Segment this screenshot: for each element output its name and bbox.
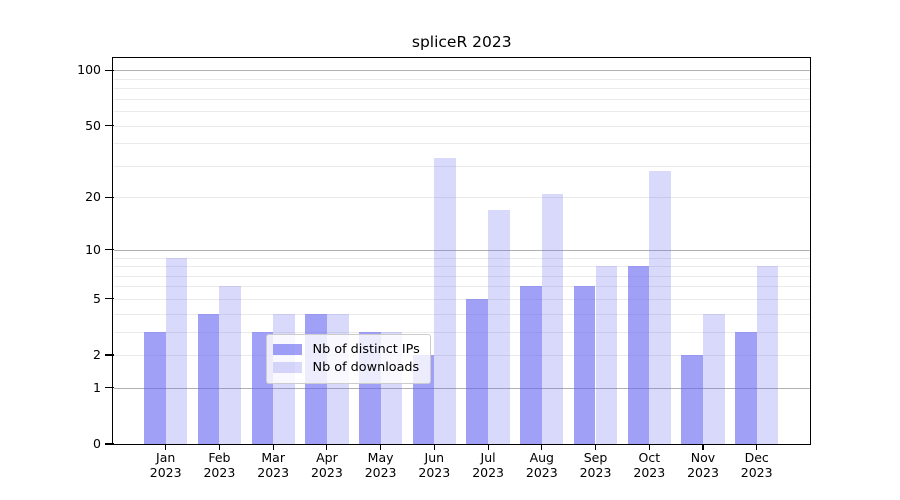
legend-label-nb-of-downloads: Nb of downloads — [312, 360, 420, 375]
gridline-minor-50 — [113, 125, 810, 127]
gridline-minor-40 — [113, 143, 810, 145]
x-tick-aug-2023 — [541, 444, 543, 450]
x-tick-jun-2023 — [433, 444, 435, 450]
bar-nb-of-distinct-ips-feb-2023 — [197, 313, 220, 444]
x-tick-may-2023 — [380, 444, 382, 450]
bar-nb-of-distinct-ips-aug-2023 — [520, 286, 542, 444]
x-tick-label-nov-2023: Nov 2023 — [687, 450, 719, 480]
x-tick-label-apr-2023: Apr 2023 — [310, 450, 343, 480]
x-tick-label-feb-2023: Feb 2023 — [203, 450, 236, 480]
gridline-minor-20 — [113, 197, 810, 199]
bar-nb-of-downloads-jan-2023 — [165, 257, 188, 444]
bar-nb-of-distinct-ips-jul-2023 — [466, 298, 489, 444]
y-tick-10 — [104, 249, 114, 251]
legend: Nb of distinct IPs Nb of downloads — [265, 333, 431, 384]
x-tick-label-jan-2023: Jan 2023 — [149, 450, 182, 480]
x-tick-oct-2023 — [648, 444, 650, 450]
x-tick-label-mar-2023: Mar 2023 — [257, 450, 290, 480]
gridline-major-1 — [113, 387, 810, 389]
legend-swatch-nb-of-distinct-ips — [272, 344, 302, 355]
bar-nb-of-distinct-ips-nov-2023 — [681, 355, 703, 444]
y-tick-0 — [104, 443, 114, 445]
bar-nb-of-downloads-jun-2023 — [434, 158, 456, 444]
x-tick-sep-2023 — [594, 444, 597, 450]
legend-label-nb-of-distinct-ips: Nb of distinct IPs — [312, 342, 420, 357]
gridline-minor-5 — [113, 298, 810, 300]
y-tick-label-50: 50 — [85, 117, 101, 133]
x-tick-jul-2023 — [487, 444, 489, 450]
x-tick-jan-2023 — [165, 444, 167, 450]
legend-item-nb-of-distinct-ips: Nb of distinct IPs — [272, 342, 420, 358]
bar-nb-of-downloads-jul-2023 — [488, 209, 510, 444]
y-tick-label-20: 20 — [85, 189, 101, 205]
x-tick-nov-2023 — [702, 444, 704, 450]
legend-item-nb-of-downloads: Nb of downloads — [272, 360, 420, 376]
bar-nb-of-downloads-oct-2023 — [649, 171, 671, 444]
y-tick-5 — [104, 298, 114, 300]
y-tick-20 — [104, 196, 114, 198]
y-tick-label-0: 0 — [93, 436, 101, 451]
bar-nb-of-distinct-ips-dec-2023 — [735, 331, 757, 444]
bar-nb-of-downloads-aug-2023 — [541, 193, 564, 444]
x-tick-label-may-2023: May 2023 — [364, 450, 397, 480]
y-tick-label-10: 10 — [85, 241, 101, 257]
gridline-minor-3 — [113, 331, 810, 333]
gridline-minor-7 — [113, 275, 810, 277]
gridline-minor-8 — [113, 266, 810, 267]
x-tick-feb-2023 — [218, 444, 220, 450]
gridline-minor-90 — [113, 78, 810, 80]
bar-nb-of-distinct-ips-oct-2023 — [627, 266, 650, 444]
x-tick-label-aug-2023: Aug 2023 — [525, 450, 558, 480]
y-tick-label-100: 100 — [77, 62, 101, 78]
bar-nb-of-downloads-nov-2023 — [703, 313, 725, 444]
x-tick-label-jul-2023: Jul 2023 — [472, 450, 504, 480]
bar-nb-of-downloads-feb-2023 — [219, 286, 242, 444]
gridline-minor-60 — [113, 111, 810, 112]
y-tick-2 — [104, 354, 114, 356]
y-tick-label-1: 1 — [93, 379, 101, 395]
chart-title: spliceR 2023 — [411, 33, 512, 51]
plot-area — [113, 59, 810, 444]
gridline-minor-80 — [113, 88, 810, 89]
y-tick-100 — [104, 69, 114, 71]
gridline-minor-2 — [113, 355, 810, 356]
gridline-minor-9 — [113, 257, 810, 259]
x-tick-mar-2023 — [272, 444, 274, 450]
gridline-minor-30 — [113, 165, 810, 167]
gridline-minor-4 — [113, 313, 810, 315]
bar-nb-of-downloads-sep-2023 — [595, 266, 618, 444]
bar-nb-of-distinct-ips-sep-2023 — [573, 286, 596, 444]
y-tick-50 — [104, 124, 114, 127]
bar-nb-of-downloads-dec-2023 — [756, 266, 779, 444]
x-tick-apr-2023 — [326, 444, 328, 450]
gridline-minor-70 — [113, 98, 810, 100]
x-tick-dec-2023 — [756, 444, 758, 450]
gridline-major-100 — [113, 70, 810, 72]
gridline-major-10 — [113, 249, 810, 251]
x-tick-label-oct-2023: Oct 2023 — [633, 450, 666, 480]
x-tick-label-sep-2023: Sep 2023 — [579, 450, 612, 480]
y-tick-label-2: 2 — [93, 347, 101, 362]
x-tick-label-dec-2023: Dec 2023 — [740, 450, 773, 480]
x-tick-label-jun-2023: Jun 2023 — [418, 450, 451, 480]
y-tick-label-5: 5 — [93, 290, 101, 306]
bar-nb-of-distinct-ips-jan-2023 — [144, 331, 166, 444]
legend-swatch-nb-of-downloads — [272, 362, 302, 373]
y-tick-1 — [104, 387, 114, 389]
gridline-minor-6 — [113, 286, 810, 288]
